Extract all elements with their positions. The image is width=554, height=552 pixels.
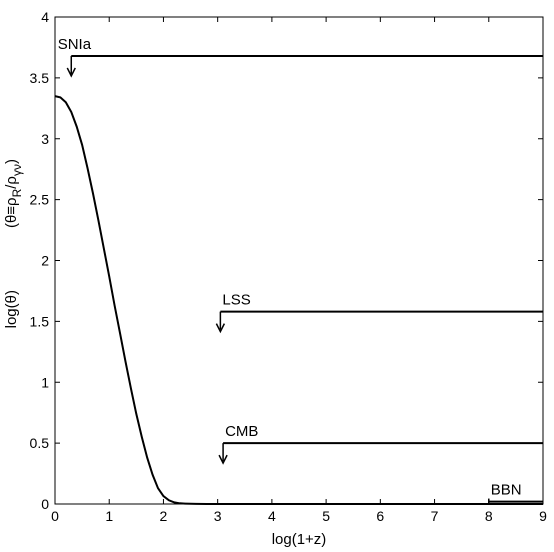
x-tick-label: 8 [485,508,493,524]
y-tick-label: 4 [41,9,49,25]
x-tick-label: 2 [160,508,168,524]
x-ticks: 0 1 2 3 4 5 6 7 8 9 [51,17,547,524]
y-tick-label: 2.5 [30,192,50,208]
y-axis-label: log(θ) [3,290,20,328]
y-tick-label: 3.5 [30,70,50,86]
constraint-label: CMB [225,423,258,440]
y-ticks: 0 0.5 1 1.5 2 2.5 3 3.5 4 [30,9,543,512]
y-def-part2: /ρ [3,176,20,189]
x-tick-label: 5 [322,508,330,524]
plot-frame [54,16,544,505]
constraint-arrow-head [218,454,228,465]
y-axis-definition: (θ≡ρR/ργν) [3,159,24,228]
y-tick-label: 0 [41,496,49,512]
y-tick-label: 2 [41,253,49,269]
x-tick-label: 6 [376,508,384,524]
x-tick-label: 3 [214,508,222,524]
x-tick-label: 4 [268,508,276,524]
x-tick-label: 9 [539,508,547,524]
x-tick-label: 7 [431,508,439,524]
constraint-label: SNIa [58,36,92,53]
y-def-sub1: R [10,188,24,197]
x-tick-label: 0 [51,508,59,524]
theta-curve [54,95,543,505]
y-def-part3: ) [3,159,20,164]
x-axis-label: log(1+z) [272,531,327,548]
constraint-arrow-head [66,67,76,78]
y-def-part1: (θ≡ρ [3,197,20,228]
y-tick-label: 0.5 [30,435,50,451]
constraint-arrow-head [215,323,226,334]
x-tick-label: 1 [105,508,113,524]
y-tick-label: 1.5 [30,313,50,329]
constraint-label: LSS [222,292,250,309]
constraint-label: BBN [491,482,522,499]
y-tick-label: 3 [41,131,49,147]
y-tick-label: 1 [41,374,49,390]
y-def-sub2: γν [10,164,24,176]
constraint-lines: SNIa LSS CMB BBN [58,36,543,505]
